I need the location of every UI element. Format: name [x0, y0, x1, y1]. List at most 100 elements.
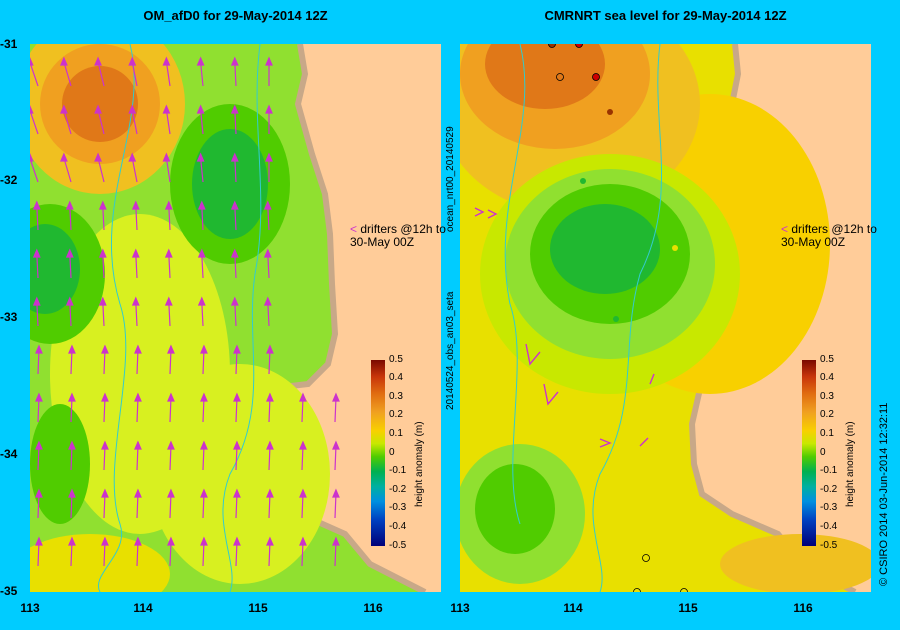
vector-arrow [301, 493, 304, 519]
left-xtick-114: 114 [133, 601, 153, 615]
vector-arrowhead [332, 536, 340, 546]
vector-arrow [169, 349, 172, 375]
vector-arrowhead [94, 104, 102, 114]
vector-arrowhead [68, 440, 76, 450]
vector-arrowhead [35, 392, 43, 402]
vector-arrowhead [101, 440, 109, 450]
right-xtick-116: 116 [793, 601, 813, 615]
vector-arrowhead [233, 488, 241, 498]
vector-arrowhead [131, 296, 140, 306]
vector-arrow [235, 349, 238, 375]
vector-arrow [201, 205, 204, 231]
vector-arrowhead [200, 488, 208, 498]
vector-arrow [202, 445, 205, 471]
vector-arrowhead [30, 153, 34, 162]
left-map [30, 44, 441, 592]
right-cb-label: -0.2 [820, 484, 838, 495]
right-side-label-bottom: 20140524_obs_an03_seta [445, 291, 456, 410]
vector-arrow [268, 493, 271, 519]
right-drifter-tracks [474, 207, 655, 448]
vector-arrowhead [167, 488, 175, 498]
left-xtick-116: 116 [363, 601, 383, 615]
vector-arrow [234, 301, 237, 327]
vector-arrow [70, 397, 73, 423]
right-panel-title: CMRNRT sea level for 29-May-2014 12Z [544, 8, 787, 23]
vector-arrow [267, 205, 270, 231]
right-xtick-114: 114 [563, 601, 583, 615]
left-cb-label: 0.3 [389, 391, 403, 402]
vector-arrowhead [263, 200, 272, 210]
vector-arrow [97, 61, 105, 87]
vector-arrow [36, 205, 39, 231]
left-xtick-115: 115 [248, 601, 268, 615]
vector-arrowhead [30, 57, 34, 66]
vector-arrowhead [332, 440, 340, 450]
vector-arrowhead [263, 248, 272, 258]
vector-arrow [63, 157, 72, 183]
vector-arrowhead [68, 536, 76, 546]
vector-arrowhead [197, 248, 206, 258]
right-cb-label: -0.3 [820, 502, 838, 513]
vector-arrowhead [167, 440, 175, 450]
vector-arrow [200, 157, 204, 183]
vector-arrow [235, 541, 238, 567]
vector-arrowhead [35, 536, 43, 546]
left-cb-label: 0.2 [389, 409, 403, 420]
vector-arrowhead [134, 440, 142, 450]
vector-arrow [70, 349, 73, 375]
vector-arrow [235, 397, 238, 423]
left-xtick-113: 113 [20, 601, 40, 615]
vector-arrow [301, 397, 304, 423]
vector-arrow [169, 397, 172, 423]
vector-arrow [69, 205, 72, 231]
vector-arrow [103, 541, 106, 567]
right-cb-label: 0 [820, 447, 826, 458]
vector-arrow [234, 61, 237, 87]
vector-arrow [63, 109, 72, 135]
vector-arrow [69, 253, 72, 279]
vector-arrowhead [59, 56, 68, 66]
left-ytick-3: -33 [0, 310, 18, 324]
vector-arrowhead [167, 392, 175, 402]
vector-arrow [102, 205, 105, 231]
vector-arrowhead [162, 152, 171, 162]
vector-arrowhead [197, 200, 206, 210]
vector-arrowhead [59, 104, 68, 114]
vector-arrow [267, 301, 270, 327]
right-drifter-line1: drifters @12h to [791, 222, 877, 236]
vector-arrowhead [266, 488, 274, 498]
vector-arrowhead [128, 56, 137, 66]
vector-arrow [136, 349, 139, 375]
vector-arrow [267, 253, 270, 279]
vector-arrowhead [162, 56, 171, 66]
vector-arrow [30, 61, 39, 87]
vector-arrow [135, 205, 138, 231]
vector-arrow [63, 61, 72, 87]
vector-arrowhead [131, 200, 140, 210]
vector-arrowhead [162, 104, 171, 114]
vector-arrow [97, 109, 105, 135]
vector-arrow [30, 157, 39, 183]
vector-arrowhead [35, 440, 43, 450]
vector-arrowhead [265, 56, 273, 66]
vector-arrowhead [196, 56, 205, 66]
vector-arrow [202, 349, 205, 375]
vector-arrowhead [299, 536, 307, 546]
vector-arrowhead [263, 296, 272, 306]
right-xtick-115: 115 [678, 601, 698, 615]
vector-arrow [103, 397, 106, 423]
left-cb-label: 0.1 [389, 428, 403, 439]
vector-arrow [69, 301, 72, 327]
vector-arrow [169, 445, 172, 471]
right-cb-label: 0.5 [820, 354, 834, 365]
vector-arrowhead [266, 536, 274, 546]
right-cb-label: 0.4 [820, 372, 834, 383]
vector-arrowhead [30, 105, 34, 114]
vector-arrowhead [200, 536, 208, 546]
vector-arrow [334, 397, 337, 423]
vector-arrow [235, 445, 238, 471]
vector-arrow [102, 301, 105, 327]
right-side-label-top: ocean_nrt00_20140529 [445, 126, 456, 232]
vector-arrowhead [65, 248, 74, 258]
vector-arrowhead [68, 344, 76, 354]
